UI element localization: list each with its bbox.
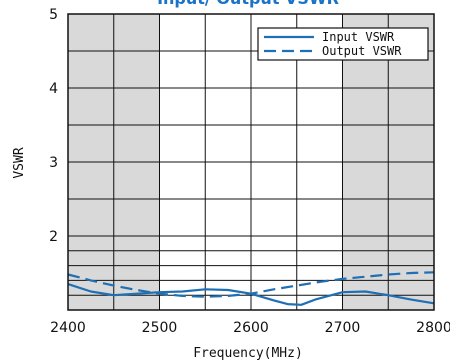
chart-title: Input/ Output VSWR bbox=[157, 0, 339, 8]
y-axis-title: VSWR bbox=[12, 147, 27, 178]
x-axis-title: Frequency(MHz) bbox=[193, 346, 303, 361]
legend-box bbox=[257, 27, 429, 61]
legend-label: Output VSWR bbox=[322, 44, 402, 58]
series-line-input-vswr bbox=[67, 283, 435, 306]
x-tick-label: 2400 bbox=[50, 320, 86, 336]
x-tick-label: 2800 bbox=[416, 320, 450, 336]
plot-frame bbox=[67, 13, 435, 311]
x-tick-label: 2500 bbox=[142, 320, 178, 336]
y-tick-label: 2 bbox=[49, 229, 58, 245]
tick-labels: 2400 2500 2600 2700 2800 2 3 4 5 bbox=[49, 7, 450, 336]
y-tick-label: 5 bbox=[49, 7, 58, 23]
series-line-output-vswr bbox=[67, 271, 435, 298]
data-series bbox=[67, 271, 435, 306]
x-tick-label: 2600 bbox=[233, 320, 269, 336]
y-tick-label: 3 bbox=[49, 155, 58, 171]
y-tick-label: 4 bbox=[49, 81, 58, 97]
legend-label: Input VSWR bbox=[322, 30, 395, 44]
x-tick-label: 2700 bbox=[325, 320, 361, 336]
